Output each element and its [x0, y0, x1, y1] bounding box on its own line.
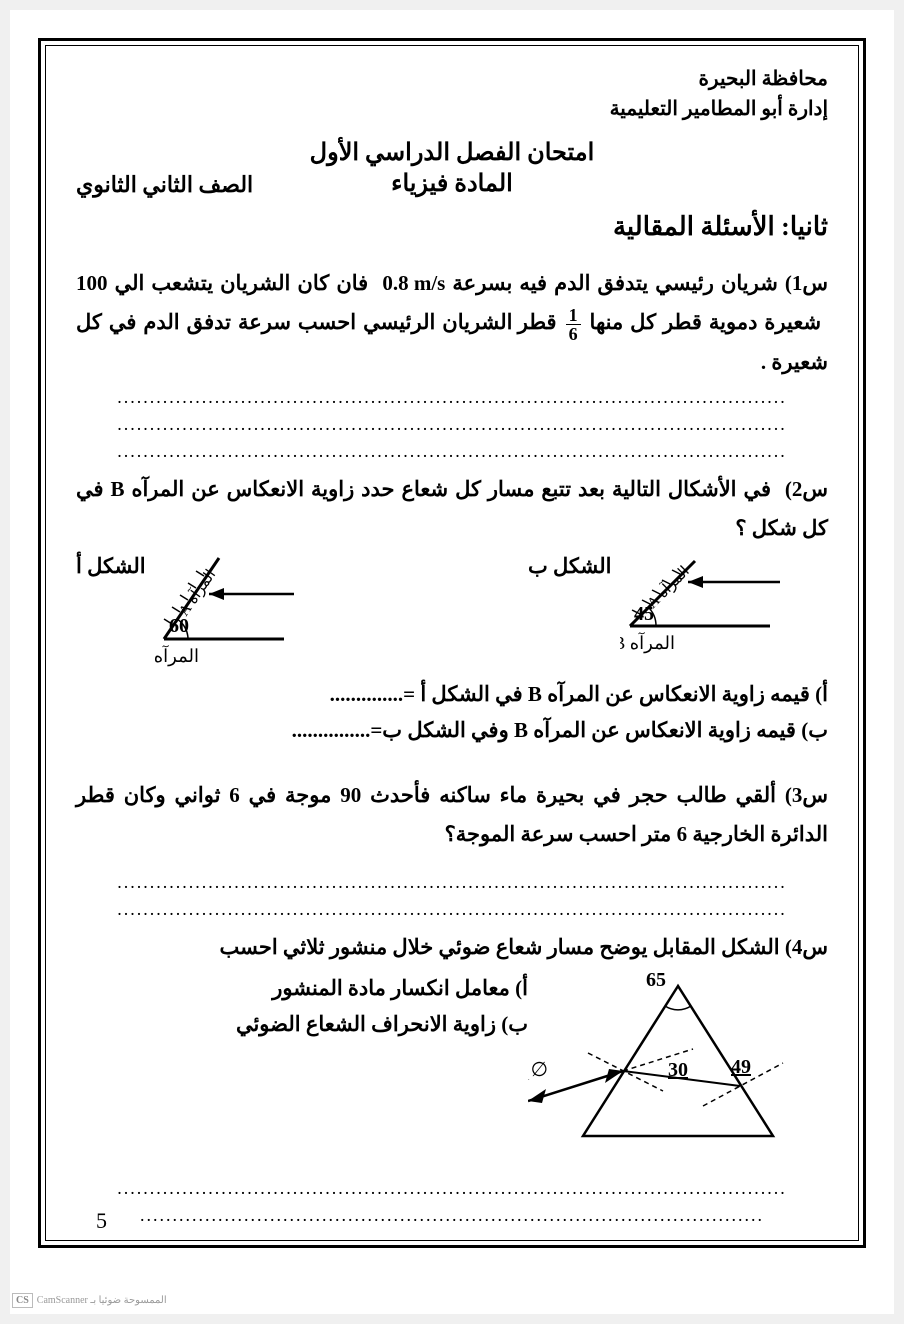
q2-text: في الأشكال التالية بعد تتبع مسار كل شعاع… [131, 477, 771, 501]
mirror-b-text-b: المرآه B [620, 632, 675, 654]
mirror-a-rot-label: المرآه A [174, 566, 219, 619]
q1-speed: 0.8 m/s [382, 264, 445, 303]
prism-diagram: 65 [528, 971, 828, 1151]
answer-line: ........................................… [76, 387, 828, 408]
grade-level: الصف الثاني الثانوي [76, 172, 253, 198]
header-line-1: محافظة البحيرة [76, 64, 828, 94]
q4-sub-b: ب) زاوية الانحراف الشعاع الضوئي [76, 1007, 528, 1043]
section-heading: ثانيا: الأسئلة المقالية [76, 212, 828, 242]
title-block: امتحان الفصل الدراسي الأول المادة فيزياء… [76, 138, 828, 198]
outer-border: محافظة البحيرة إدارة أبو المطامير التعلي… [38, 38, 866, 1248]
scanner-watermark: CS CamScanner الممسوحة ضوئيا بـ [12, 1293, 167, 1308]
angle-30-text: 30 [668, 1059, 688, 1081]
header: محافظة البحيرة إدارة أبو المطامير التعلي… [76, 64, 828, 124]
answer-line: ........................................… [76, 414, 828, 435]
page-number: 5 [96, 1208, 107, 1234]
answer-line: ........................................… [76, 872, 828, 893]
question-3: س3) ألقي طالب حجر في بحيرة ماء ساكنه فأح… [76, 776, 828, 854]
question-2: س2) في الأشكال التالية بعد تتبع مسار كل … [76, 470, 828, 548]
q3-label: س3) [785, 783, 828, 807]
q4-row: أ) معامل انكسار مادة المنشور ب) زاوية ال… [76, 971, 828, 1156]
q2-shape-a-label: الشكل أ [76, 554, 146, 579]
mirror-a-rot-label-b: المرآه A [643, 562, 693, 612]
page: محافظة البحيرة إدارة أبو المطامير التعلي… [10, 10, 894, 1314]
answer-line: ........................................… [76, 441, 828, 462]
answer-line: ........................................… [76, 1178, 828, 1199]
q4-text: الشكل المقابل يوضح مسار شعاع ضوئي خلال م… [219, 935, 779, 959]
exam-title: امتحان الفصل الدراسي الأول [76, 138, 828, 167]
q2-mirror-b: B [111, 470, 125, 509]
q1-fraction: 1 6 [566, 306, 581, 343]
q4-label: س4) [785, 935, 828, 959]
q4-sub-a: أ) معامل انكسار مادة المنشور [76, 971, 528, 1007]
q1-p1: شريان رئيسي يتدفق الدم فيه بسرعة [452, 271, 777, 295]
q2-shape-a: الشكل أ [76, 554, 356, 669]
q1-label: س1) [785, 271, 828, 295]
q2-label: س2) [785, 477, 828, 501]
q1-frac-num: 1 [566, 306, 581, 325]
answer-line: ........................................… [76, 899, 828, 920]
angle-60-text: 60 [169, 615, 189, 637]
apex-angle-text: 65 [646, 971, 666, 991]
question-1: س1) شريان رئيسي يتدفق الدم فيه بسرعة 0.8… [76, 264, 828, 381]
mirror-diagram-b: 45 المرآه A المرآه B [620, 554, 800, 659]
header-line-2: إدارة أبو المطامير التعليمية [76, 94, 828, 124]
phi-label: ∅₁ [528, 1059, 548, 1081]
question-4: س4) الشكل المقابل يوضح مسار شعاع ضوئي خل… [76, 928, 828, 967]
q2-sub-a: أ) قيمه زاوية الانعكاس عن المرآه B في ال… [76, 677, 828, 713]
mirror-diagram-a: 60 المرآه A المرآه B [154, 554, 324, 669]
camscanner-cs-icon: CS [12, 1293, 33, 1308]
camscanner-text: CamScanner الممسوحة ضوئيا بـ [37, 1295, 167, 1306]
q3-text: ألقي طالب حجر في بحيرة ماء ساكنه فأحدث 9… [76, 783, 828, 846]
angle-49-text: 49 [731, 1056, 751, 1078]
answer-line: ........................................… [76, 1205, 828, 1226]
q1-p3: شعيرة دموية قطر كل منها [590, 310, 822, 334]
q4-subs: أ) معامل انكسار مادة المنشور ب) زاوية ال… [76, 971, 528, 1042]
mirror-b-text: المرآه B [154, 645, 199, 667]
prism-diagram-wrap: 65 [528, 971, 828, 1156]
q1-count: 100 [76, 271, 108, 295]
q2-diagrams: الشكل أ [76, 554, 828, 669]
inner-border: محافظة البحيرة إدارة أبو المطامير التعلي… [45, 45, 859, 1241]
q1-p2: فان كان الشريان يتشعب الي [115, 271, 369, 295]
q2-shape-b: الشكل ب [528, 554, 828, 659]
q2-sub-b: ب) قيمه زاوية الانعكاس عن المرآه B وفي ا… [76, 713, 828, 749]
q1-frac-den: 6 [566, 325, 581, 343]
content: س1) شريان رئيسي يتدفق الدم فيه بسرعة 0.8… [76, 264, 828, 1226]
q2-shape-b-label: الشكل ب [528, 554, 612, 579]
